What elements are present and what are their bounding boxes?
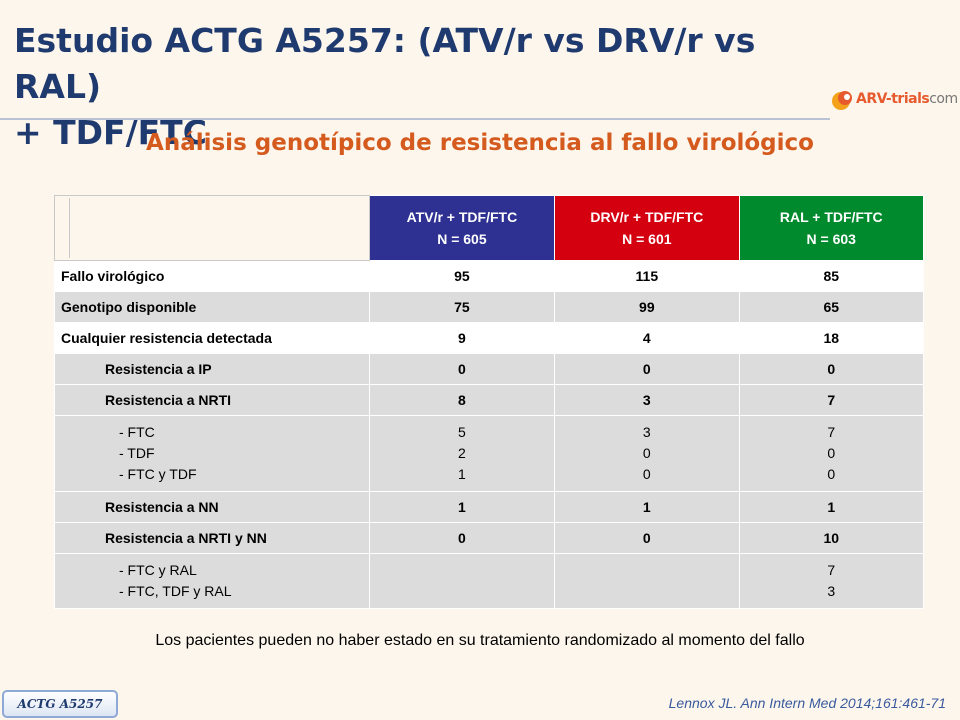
table-row-nrti: Resistencia a NRTI 8 3 7 [54,384,925,416]
table-row-nrti-detail: - FTC - TDF - FTC y TDF 5 2 1 3 0 0 7 0 … [54,415,925,492]
cell-drv-multi: 3 0 0 [554,415,740,492]
cell-atv: 0 [368,353,556,385]
row-label-multi: - FTC y RAL - FTC, TDF y RAL [54,553,370,609]
detail-value: 5 [458,424,466,440]
logo-text-suffix: com [929,91,958,107]
cell-atv: 1 [368,491,556,523]
logo-swirl-icon [832,91,852,110]
reference: Lennox JL. Ann Intern Med 2014;161:461-7… [668,695,946,711]
table-row-nn: Resistencia a NN 1 1 1 [54,491,925,523]
header-drv-name: DRV/r + TDF/FTC [590,209,704,225]
detail-value: 7 [827,424,836,440]
header-ral-n: N = 603 [806,231,856,247]
cell-drv: 0 [554,522,740,554]
resistance-table: ATV/r + TDF/FTC N = 605 DRV/r + TDF/FTC … [54,195,925,609]
logo-text-main: ARV-trials [856,91,930,107]
footnote: Los pacientes pueden no haber estado en … [155,632,805,649]
title-divider [0,118,830,120]
slide-title: Estudio ACTG A5257: (ATV/r vs DRV/r vs R… [14,18,834,156]
row-label: Genotipo disponible [54,291,370,323]
header-ral-name: RAL + TDF/FTC [779,209,883,225]
detail-label: - TDF [119,445,155,461]
table-row-fallo: Fallo virológico 95 115 85 [54,260,925,292]
header-ral: RAL + TDF/FTC N = 603 [738,195,925,261]
cell-ral: 85 [738,260,925,292]
row-label: Cualquier resistencia detectada [54,322,370,354]
row-label: Fallo virológico [54,260,370,292]
cell-ral: 7 [738,384,925,416]
cell-ral-multi: 7 0 0 [738,415,925,492]
row-label: Resistencia a IP [54,353,370,385]
table-row-ral-detail: - FTC y RAL - FTC, TDF y RAL 7 3 [54,553,925,609]
cell-drv: 115 [554,260,740,292]
detail-label: - FTC y RAL [119,562,197,578]
detail-label: - FTC [119,424,155,440]
detail-value: 7 [827,562,836,578]
table-row-ip: Resistencia a IP 0 0 0 [54,353,925,385]
row-label: Resistencia a NRTI [54,384,370,416]
cell-atv-empty [368,553,556,609]
cell-ral: 65 [738,291,925,323]
detail-value: 0 [642,445,651,461]
header-atv-name: ATV/r + TDF/FTC [406,209,518,225]
detail-value: 2 [458,445,466,461]
logo-text: ARV-trialscom [856,91,958,107]
detail-value: 0 [827,466,836,482]
detail-value: 1 [458,466,466,482]
header-atv-n: N = 605 [437,231,487,247]
row-label: Resistencia a NRTI y NN [54,522,370,554]
table-row-genotipo: Genotipo disponible 75 99 65 [54,291,925,323]
cell-atv: 0 [368,522,556,554]
slide-subtitle: Análisis genotípico de resistencia al fa… [146,130,814,156]
table-row-cualquier: Cualquier resistencia detectada 9 4 18 [54,322,925,354]
cell-atv: 9 [368,322,556,354]
cell-ral: 1 [738,491,925,523]
header-blank-cell [54,195,370,261]
row-label: Resistencia a NN [54,491,370,523]
arv-trials-logo: ARV-trialscom [828,86,958,114]
detail-label: - FTC y TDF [119,466,197,482]
cell-ral: 0 [738,353,925,385]
cell-atv: 8 [368,384,556,416]
cell-drv: 1 [554,491,740,523]
cell-atv: 95 [368,260,556,292]
header-atv: ATV/r + TDF/FTC N = 605 [368,195,556,261]
header-drv-n: N = 601 [622,231,672,247]
cell-ral: 10 [738,522,925,554]
header-drv: DRV/r + TDF/FTC N = 601 [554,195,740,261]
cell-atv-multi: 5 2 1 [368,415,556,492]
cell-drv-empty [554,553,740,609]
cell-drv: 0 [554,353,740,385]
cell-drv: 3 [554,384,740,416]
detail-value: 3 [642,424,651,440]
detail-value: 0 [642,466,651,482]
cell-drv: 4 [554,322,740,354]
slide-title-line-1: Estudio ACTG A5257: (ATV/r vs DRV/r vs R… [14,21,756,106]
study-badge: ACTG A5257 [2,690,118,718]
row-label-multi: - FTC - TDF - FTC y TDF [54,415,370,492]
detail-value: 0 [827,445,836,461]
table-header-row: ATV/r + TDF/FTC N = 605 DRV/r + TDF/FTC … [54,195,925,261]
cell-ral: 18 [738,322,925,354]
cell-drv: 99 [554,291,740,323]
cell-atv: 75 [368,291,556,323]
cell-ral-multi: 7 3 [738,553,925,609]
detail-value: 3 [827,583,836,599]
table-row-nrti-nn: Resistencia a NRTI y NN 0 0 10 [54,522,925,554]
detail-label: - FTC, TDF y RAL [119,583,232,599]
